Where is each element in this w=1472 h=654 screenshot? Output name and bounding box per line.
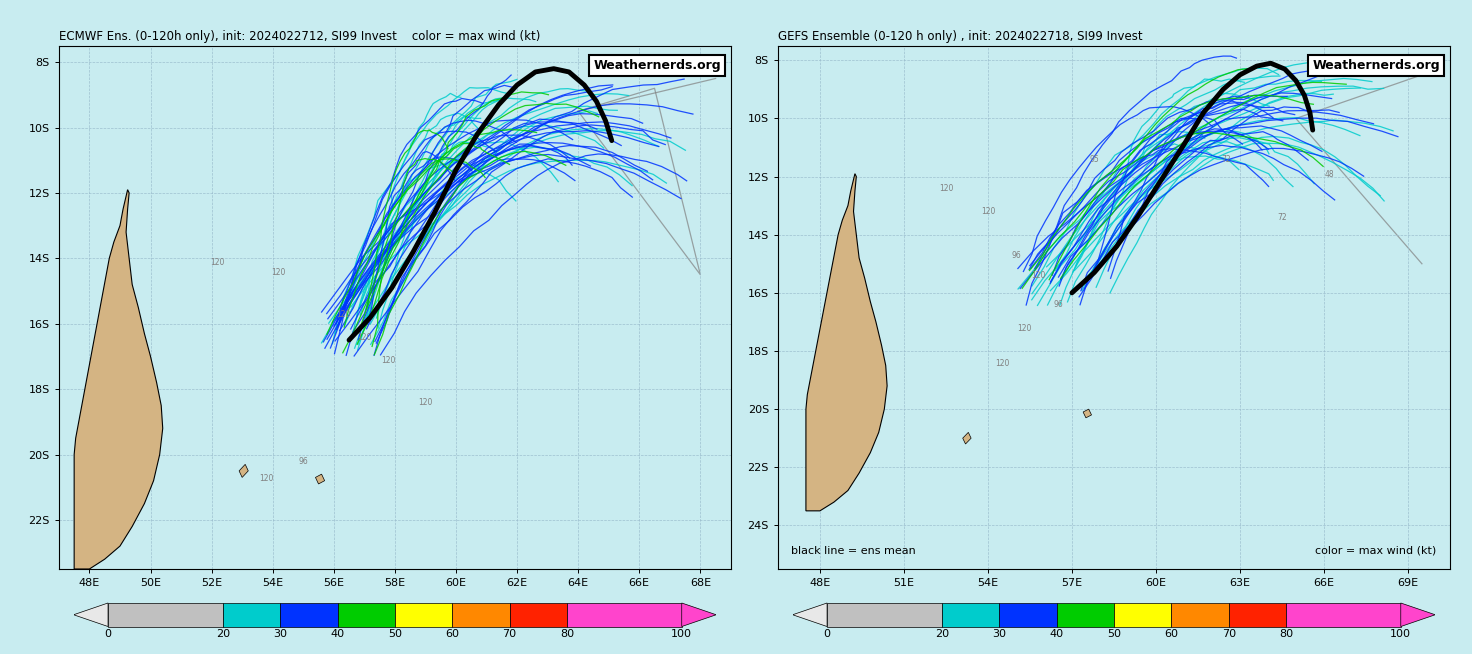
Bar	[1229, 603, 1287, 627]
Text: 30: 30	[274, 629, 287, 639]
Bar	[452, 603, 509, 627]
Text: 120: 120	[259, 473, 274, 483]
Text: 20: 20	[216, 629, 230, 639]
Text: Weathernerds.org: Weathernerds.org	[593, 59, 721, 72]
Bar	[827, 603, 942, 627]
Text: 120: 120	[995, 358, 1010, 368]
Text: 60: 60	[1164, 629, 1178, 639]
Polygon shape	[74, 603, 107, 627]
Text: 120: 120	[980, 207, 995, 216]
Text: 96: 96	[1011, 251, 1020, 260]
Polygon shape	[792, 603, 827, 627]
Text: 72: 72	[1278, 213, 1287, 222]
Polygon shape	[315, 474, 325, 484]
Text: 120: 120	[381, 356, 396, 365]
Text: ECMWF Ens. (0-120h only), init: 2024022712, SI99 Invest    color = max wind (kt): ECMWF Ens. (0-120h only), init: 20240227…	[59, 30, 540, 43]
Text: 20: 20	[935, 629, 949, 639]
Text: 96: 96	[299, 457, 308, 466]
Bar	[222, 603, 280, 627]
Text: 40: 40	[330, 629, 344, 639]
Text: GEFS Ensemble (0-120 h only) , init: 2024022718, SI99 Invest: GEFS Ensemble (0-120 h only) , init: 202…	[777, 30, 1142, 43]
Text: 100: 100	[1390, 629, 1412, 639]
Text: 70: 70	[1222, 629, 1235, 639]
Polygon shape	[1083, 409, 1092, 418]
Polygon shape	[74, 190, 163, 569]
Bar	[280, 603, 337, 627]
Text: color = max wind (kt): color = max wind (kt)	[1314, 546, 1437, 556]
Bar	[1172, 603, 1229, 627]
Text: 72: 72	[1222, 155, 1231, 164]
Text: Weathernerds.org: Weathernerds.org	[1312, 59, 1440, 72]
Text: 40: 40	[1050, 629, 1064, 639]
Bar	[999, 603, 1057, 627]
Bar	[1114, 603, 1172, 627]
Text: 120: 120	[418, 398, 433, 407]
Bar	[394, 603, 452, 627]
Text: 80: 80	[559, 629, 574, 639]
Bar	[567, 603, 682, 627]
Polygon shape	[1401, 603, 1435, 627]
Bar	[509, 603, 567, 627]
Text: black line = ens mean: black line = ens mean	[792, 546, 916, 556]
Text: 80: 80	[1279, 629, 1292, 639]
Text: 48: 48	[1325, 169, 1334, 179]
Text: 120: 120	[336, 310, 350, 319]
Text: 120: 120	[1017, 324, 1032, 333]
Text: 50: 50	[389, 629, 402, 639]
Bar	[107, 603, 222, 627]
Text: 60: 60	[445, 629, 459, 639]
Text: 70: 70	[502, 629, 517, 639]
Text: 100: 100	[671, 629, 692, 639]
Text: 50: 50	[1107, 629, 1120, 639]
Text: 120: 120	[210, 258, 225, 267]
Text: 96: 96	[1052, 300, 1063, 309]
Text: 120: 120	[939, 184, 952, 193]
Text: 120: 120	[1030, 271, 1045, 281]
Text: 95: 95	[1089, 155, 1100, 164]
Bar	[337, 603, 394, 627]
Polygon shape	[807, 174, 888, 511]
Text: 0: 0	[823, 629, 830, 639]
Text: 0: 0	[105, 629, 112, 639]
Polygon shape	[238, 464, 249, 477]
Polygon shape	[682, 603, 717, 627]
Bar	[1287, 603, 1401, 627]
Polygon shape	[963, 432, 972, 444]
Text: 30: 30	[992, 629, 1007, 639]
Bar	[1057, 603, 1114, 627]
Text: 120: 120	[272, 267, 286, 277]
Bar	[942, 603, 999, 627]
Text: 120: 120	[358, 333, 371, 342]
